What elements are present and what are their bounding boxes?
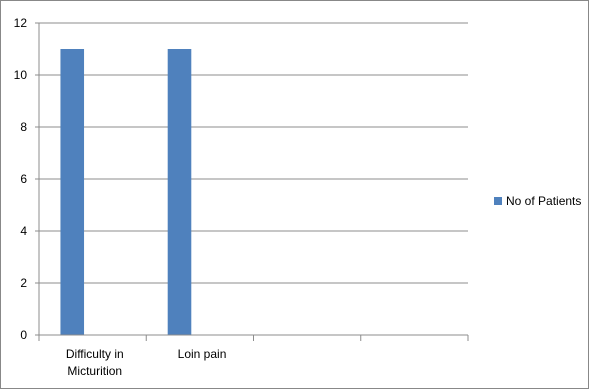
y-tick-label: 0 <box>20 328 27 342</box>
y-tick-label: 2 <box>20 276 27 290</box>
legend-label: No of Patients <box>506 194 581 208</box>
x-axis-ticks: Difficulty in Micturition Loin pain <box>38 335 469 378</box>
bars <box>60 49 192 335</box>
legend-swatch <box>494 197 502 205</box>
x-tick-label: Micturition <box>67 364 122 378</box>
y-tick-label: 12 <box>14 16 28 30</box>
bar-1 <box>167 49 192 335</box>
gridlines <box>39 22 468 284</box>
x-tick-label: Loin pain <box>178 347 227 361</box>
x-tick-label: Difficulty in <box>66 347 124 361</box>
legend: No of Patients <box>494 194 581 208</box>
y-tick-label: 4 <box>20 224 27 238</box>
y-tick-label: 10 <box>14 68 28 82</box>
y-tick-label: 6 <box>20 172 27 186</box>
y-axis-ticks: 0 2 4 6 8 10 12 <box>14 16 39 342</box>
bar-0 <box>60 49 85 335</box>
y-tick-label: 8 <box>20 120 27 134</box>
